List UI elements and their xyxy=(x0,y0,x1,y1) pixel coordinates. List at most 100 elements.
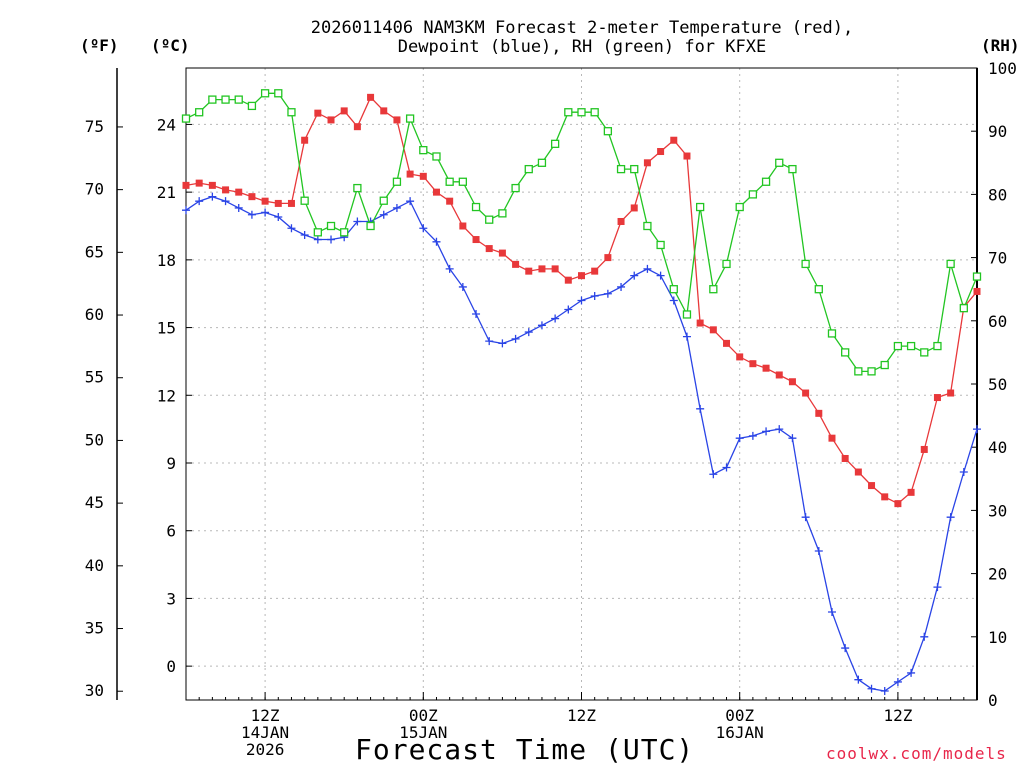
temperature-point xyxy=(406,170,414,178)
dewpoint-point xyxy=(287,224,296,233)
rh-point xyxy=(972,272,982,281)
dewpoint-point xyxy=(511,334,520,343)
dewpoint-point xyxy=(537,321,546,330)
x-tick-label: 00Z xyxy=(409,706,438,725)
dewpoint-point xyxy=(274,212,283,221)
rh-tick-label: 100 xyxy=(988,59,1017,78)
dewpoint-point xyxy=(827,607,836,616)
rh-point xyxy=(880,360,889,370)
celsius-tick-label: 21 xyxy=(157,183,176,202)
rh-point xyxy=(564,108,573,117)
temperature-point xyxy=(380,107,388,115)
dewpoint-point xyxy=(788,434,797,443)
dewpoint-point xyxy=(841,644,850,653)
dewpoint-point xyxy=(234,203,243,212)
temperature-point xyxy=(723,339,731,347)
rh-tick-label: 70 xyxy=(988,249,1007,268)
temperature-point xyxy=(775,371,783,379)
temperature-point xyxy=(828,434,836,442)
rh-point xyxy=(761,177,771,186)
rh-tick-label: 20 xyxy=(988,565,1007,584)
temperature-point xyxy=(512,260,520,268)
x-tick-label: 12Z xyxy=(883,706,912,725)
fahrenheit-tick-label: 60 xyxy=(85,305,104,324)
temperature-point xyxy=(419,172,427,180)
rh-point xyxy=(722,259,731,269)
rh-point xyxy=(590,108,599,117)
dewpoint-point xyxy=(630,271,639,280)
dewpoint-point xyxy=(867,684,876,693)
rh-tick-label: 50 xyxy=(988,375,1007,394)
temperature-point xyxy=(498,249,506,257)
temperature-point xyxy=(617,217,625,225)
fahrenheit-axis: 30 35 40 45 50 55 60 65 70 75 xyxy=(85,68,123,700)
rh-axis: 0 10 20 30 40 50 60 70 80 90 100 xyxy=(971,59,1017,710)
dewpoint-point xyxy=(300,231,309,240)
dewpoint-point xyxy=(221,197,230,206)
rh-point xyxy=(893,341,903,351)
dewpoint-point xyxy=(564,305,573,314)
dewpoint-point xyxy=(893,677,902,686)
rh-point xyxy=(221,95,230,104)
dewpoint-point xyxy=(247,210,256,219)
fahrenheit-tick-label: 40 xyxy=(85,556,104,575)
rh-tick-label: 30 xyxy=(988,501,1007,520)
rh-point xyxy=(827,329,837,338)
rh-point xyxy=(696,202,705,212)
rh-tick-label: 0 xyxy=(988,691,998,710)
dewpoint-point xyxy=(458,282,467,291)
temperature-point xyxy=(353,123,361,131)
temperature-point xyxy=(907,488,915,496)
rh-point xyxy=(748,190,758,199)
credit-text: coolwx.com/models xyxy=(826,744,1007,763)
temperature-point xyxy=(485,245,493,253)
temperature-point xyxy=(459,222,467,230)
rh-point xyxy=(920,348,929,357)
dewpoint-point xyxy=(590,291,599,300)
rh-point xyxy=(353,183,362,193)
celsius-tick-label: 15 xyxy=(157,319,176,338)
temperature-point xyxy=(854,468,862,476)
temperature-point xyxy=(881,493,889,501)
dewpoint-point xyxy=(907,668,916,677)
temperature-point xyxy=(657,148,665,156)
series-temperature xyxy=(182,93,981,508)
dewpoint-point xyxy=(577,296,586,305)
dewpoint-point xyxy=(814,547,823,556)
dewpoint-point xyxy=(432,237,441,246)
celsius-tick-label: 24 xyxy=(157,115,176,134)
rh-point xyxy=(181,114,191,123)
dewpoint-point xyxy=(208,192,217,201)
celsius-tick-label: 9 xyxy=(166,454,176,473)
rh-point xyxy=(498,209,507,218)
temperature-point xyxy=(736,353,744,361)
celsius-unit-label: (ºC) xyxy=(151,36,190,55)
temperature-point xyxy=(841,454,849,462)
temperature-point xyxy=(933,394,941,402)
dewpoint-point xyxy=(379,210,388,219)
dewpoint-point xyxy=(603,289,612,298)
dewpoint-point xyxy=(933,583,942,592)
temperature-point xyxy=(973,287,981,295)
temperature-point xyxy=(749,360,757,368)
rh-tick-label: 40 xyxy=(988,438,1007,457)
temperature-point xyxy=(815,409,823,417)
temperature-point xyxy=(261,197,269,205)
rh-tick-label: 10 xyxy=(988,628,1007,647)
temperature-point xyxy=(208,181,216,189)
rh-point xyxy=(511,183,520,193)
rh-point xyxy=(379,196,388,205)
rh-point xyxy=(814,285,823,294)
rh-point xyxy=(432,152,441,161)
temperature-point xyxy=(920,445,928,453)
x-tick-label: 00Z xyxy=(725,706,754,725)
celsius-tick-label: 12 xyxy=(157,386,176,405)
x-tick-label: 12Z xyxy=(567,706,596,725)
dewpoint-point xyxy=(735,434,744,443)
rh-point xyxy=(392,177,402,186)
rh-point xyxy=(340,228,349,237)
celsius-tick-label: 18 xyxy=(157,251,176,270)
dewpoint-point xyxy=(643,264,652,273)
